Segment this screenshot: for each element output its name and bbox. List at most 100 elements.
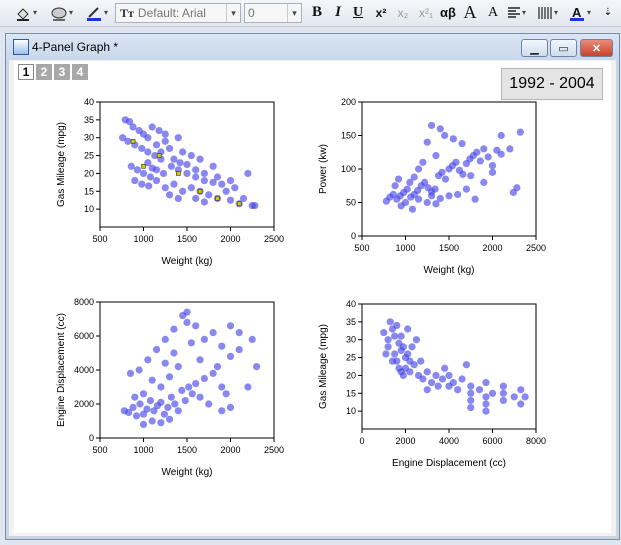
data-point: [222, 390, 230, 398]
data-point: [475, 386, 484, 394]
data-point: [148, 123, 156, 131]
data-point: [406, 178, 414, 186]
data-point: [419, 158, 427, 166]
data-point: [467, 172, 475, 180]
increase-font-button[interactable]: A: [463, 2, 477, 22]
superscript-button[interactable]: x²: [375, 5, 387, 20]
data-point: [200, 169, 208, 178]
minimize-button[interactable]: ▁: [521, 39, 548, 57]
panel-4: 0 2000 4000 6000 8000 10 15 20 25 30 35 40 Engine Di…: [318, 299, 546, 469]
maximize-button[interactable]: ▭: [550, 39, 577, 57]
data-point: [488, 162, 497, 170]
year-range-label[interactable]: 1992 - 2004: [501, 68, 603, 100]
x-tick-label: 4000: [439, 436, 459, 446]
data-point: [410, 361, 418, 369]
layer-tab-1[interactable]: 1: [18, 64, 34, 80]
data-point: [499, 382, 507, 390]
data-point: [393, 321, 401, 330]
greek-button[interactable]: αβ: [440, 5, 456, 20]
data-point: [421, 178, 429, 186]
data-point: [218, 342, 226, 350]
data-point: [391, 350, 399, 358]
x-tick-label: 1500: [439, 243, 459, 253]
window-titlebar[interactable]: 4-Panel Graph * ▁ ▭ ✕: [6, 34, 619, 60]
supersubscript-button[interactable]: x²₁: [418, 5, 434, 20]
underline-button[interactable]: U: [352, 4, 364, 20]
data-point: [161, 137, 169, 145]
data-point: [166, 191, 174, 199]
data-point: [445, 371, 453, 380]
subscript-button[interactable]: x₂: [397, 5, 409, 20]
selected-point-marker: [215, 196, 220, 201]
y-tick-label: 50: [346, 198, 356, 208]
x-tick-label: 2500: [526, 243, 546, 253]
graph-window: 4-Panel Graph * ▁ ▭ ✕ 1 2 3 4 1992 - 200…: [5, 33, 620, 540]
font-combo[interactable]: Tт Default: Arial ▾: [115, 3, 241, 23]
data-point: [408, 205, 417, 213]
chevron-down-icon[interactable]: ▾: [287, 4, 301, 22]
italic-button[interactable]: I: [335, 4, 341, 20]
data-point: [205, 400, 213, 408]
x-tick-label: 1000: [133, 445, 153, 455]
close-button[interactable]: ✕: [580, 39, 613, 57]
y-tick-label: 200: [341, 97, 356, 107]
data-point: [428, 378, 436, 387]
data-point: [144, 148, 152, 156]
data-point: [213, 173, 222, 181]
layer-tab-3[interactable]: 3: [54, 64, 70, 80]
y-tick-label: 15: [84, 186, 94, 196]
fill-color-icon[interactable]: [10, 3, 42, 22]
data-point: [441, 131, 449, 140]
pattern-icon[interactable]: [46, 3, 78, 22]
decrease-font-button[interactable]: A: [487, 4, 499, 20]
data-point: [226, 403, 235, 411]
data-point: [200, 335, 208, 343]
svg-text:A: A: [572, 5, 582, 20]
data-point: [222, 187, 230, 195]
data-point: [419, 375, 427, 383]
data-point: [488, 389, 497, 397]
data-point: [235, 346, 243, 354]
data-point: [157, 419, 165, 427]
data-point: [146, 173, 155, 181]
data-point: [152, 141, 161, 149]
data-point: [124, 137, 132, 145]
data-point: [161, 184, 169, 192]
data-point: [166, 144, 174, 153]
data-point: [146, 397, 155, 405]
selected-point-marker: [236, 201, 242, 207]
data-point: [458, 375, 466, 383]
y-axis-label: Power (kw): [318, 144, 329, 194]
data-point: [386, 318, 394, 326]
data-point: [192, 322, 200, 330]
data-point: [482, 407, 490, 415]
data-point: [139, 420, 148, 428]
x-axis-label: Weight (kg): [162, 256, 213, 267]
y-tick-label: 20: [346, 370, 356, 380]
y-tick-label: 0: [351, 231, 356, 241]
data-point: [183, 160, 191, 169]
font-color-icon[interactable]: A: [567, 3, 593, 22]
bold-button[interactable]: B: [311, 4, 322, 20]
align-left-icon[interactable]: [505, 3, 529, 22]
layer-tab-4[interactable]: 4: [72, 64, 88, 80]
column-format-icon[interactable]: [535, 3, 561, 22]
data-point: [174, 407, 182, 415]
graph-page: 1 2 3 4 1992 - 2004 500 1000 1500 2000 2500 1…: [14, 61, 611, 533]
data-point: [497, 150, 505, 158]
line-color-icon[interactable]: [82, 3, 112, 22]
data-point: [196, 393, 204, 401]
data-point: [127, 162, 135, 170]
y-axis-label: Engine Displacement (cc): [56, 313, 67, 427]
data-point: [132, 412, 141, 420]
data-point: [170, 180, 178, 188]
chevron-down-icon[interactable]: ▾: [226, 4, 240, 22]
x-tick-label: 2000: [220, 234, 240, 244]
overflow-chevron-icon[interactable]: ⇣: [603, 7, 613, 18]
x-tick-label: 2000: [395, 436, 415, 446]
data-point: [209, 162, 217, 170]
data-point: [438, 168, 446, 176]
y-tick-label: 10: [346, 406, 356, 416]
layer-tab-2[interactable]: 2: [36, 64, 52, 80]
font-size-combo[interactable]: 0 ▾: [244, 3, 302, 23]
